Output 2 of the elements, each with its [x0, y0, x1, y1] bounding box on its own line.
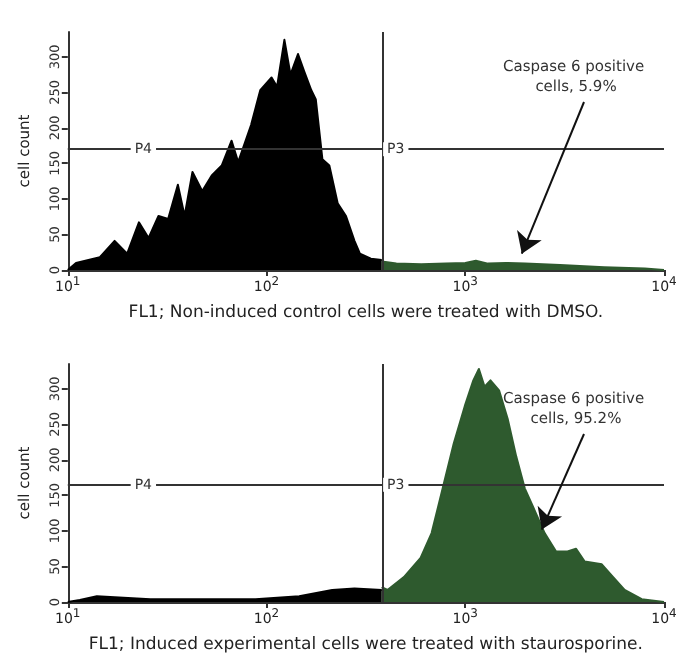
x-axis-title: FL1; Induced experimental cells were treated with staurosporine.	[88, 635, 643, 655]
x-axis-title: FL1; Non-induced control cells were treated with DMSO.	[128, 303, 604, 323]
